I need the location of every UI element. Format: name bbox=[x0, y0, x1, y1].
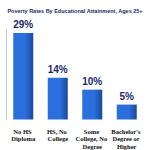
svg-text:HS, No: HS, No bbox=[47, 128, 69, 135]
svg-text:Poverty Rates By Educational A: Poverty Rates By Educational Attainment,… bbox=[7, 8, 142, 14]
svg-text:14%: 14% bbox=[48, 64, 68, 75]
svg-text:College: College bbox=[47, 135, 68, 142]
svg-text:Some: Some bbox=[84, 128, 101, 135]
svg-text:5%: 5% bbox=[120, 91, 135, 102]
svg-text:29%: 29% bbox=[13, 19, 33, 30]
svg-text:No HS: No HS bbox=[13, 128, 33, 135]
svg-text:10%: 10% bbox=[82, 76, 102, 87]
svg-text:Diploma: Diploma bbox=[11, 135, 36, 142]
svg-text:College, No: College, No bbox=[76, 135, 109, 142]
svg-text:Higher: Higher bbox=[117, 143, 137, 150]
svg-text:Degree or: Degree or bbox=[112, 135, 141, 142]
svg-text:Degree: Degree bbox=[83, 143, 102, 150]
svg-text:Bachelor's: Bachelor's bbox=[111, 128, 142, 135]
